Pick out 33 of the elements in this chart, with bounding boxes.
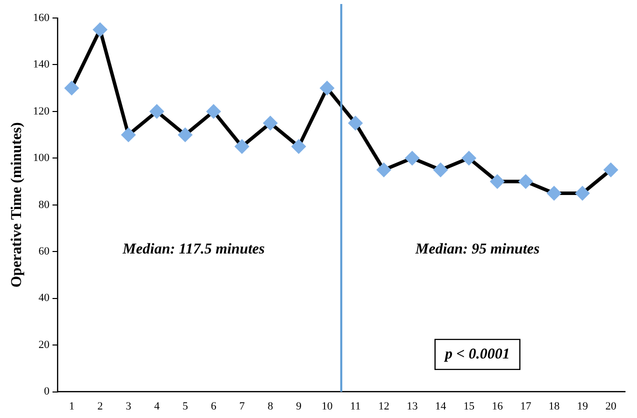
- x-tick-label: 17: [520, 400, 532, 412]
- x-tick-label: 14: [435, 400, 447, 412]
- y-tick-label: 140: [33, 58, 50, 71]
- x-tick-label: 6: [210, 400, 217, 412]
- x-tick-label: 3: [126, 400, 132, 412]
- y-tick-label: 20: [38, 338, 50, 351]
- x-tick-label: 11: [350, 400, 361, 412]
- annotation: Median: 95 minutes: [414, 242, 540, 258]
- x-tick-label: 9: [296, 400, 302, 412]
- x-tick-label: 2: [97, 400, 103, 412]
- x-tick-label: 7: [239, 400, 246, 412]
- x-tick-label: 5: [182, 400, 188, 412]
- x-tick-label: 4: [154, 400, 160, 412]
- y-tick-label: 0: [44, 386, 50, 398]
- y-tick-label: 100: [33, 152, 50, 164]
- x-tick-label: 8: [268, 400, 274, 412]
- x-tick-label: 12: [378, 400, 390, 412]
- x-tick-label: 18: [548, 400, 560, 412]
- x-tick-label: 16: [492, 400, 504, 412]
- y-tick-label: 40: [38, 292, 50, 304]
- x-tick-label: 19: [576, 400, 588, 412]
- annotation: p < 0.0001: [443, 346, 510, 362]
- y-tick-label: 80: [38, 198, 50, 211]
- x-tick-label: 13: [406, 400, 418, 412]
- y-tick-label: 120: [33, 105, 50, 118]
- x-tick-label: 10: [322, 400, 334, 412]
- y-tick-label: 60: [38, 246, 50, 258]
- annotation: Median: 117.5 minutes: [122, 242, 265, 258]
- y-axis-title: Operative Time (minutes): [8, 122, 25, 288]
- x-tick-label: 1: [68, 400, 74, 412]
- y-tick-label: 160: [33, 12, 50, 24]
- x-tick-label: 15: [463, 400, 475, 412]
- x-tick-label: 20: [605, 400, 617, 412]
